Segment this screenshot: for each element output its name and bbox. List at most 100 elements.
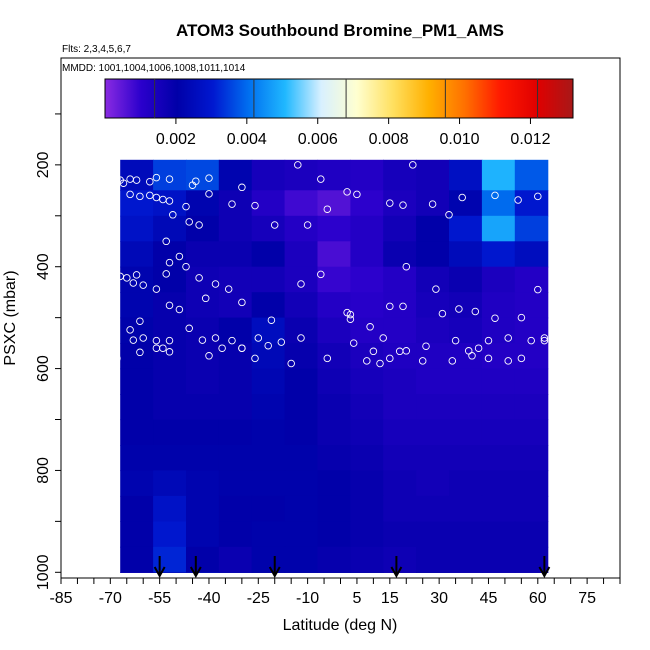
heatmap-cell [383,241,417,268]
flight-marker-arrow [153,566,166,579]
heatmap-cell [481,368,516,395]
heatmap-cell [284,445,319,472]
heatmap-cell [514,470,549,497]
heatmap-cell [350,572,384,573]
sample-point [169,211,177,219]
sample-point [123,274,131,282]
sample-point [211,334,220,342]
x-tick-label: -70 [99,590,122,607]
sample-point [474,344,483,352]
sample-point [152,336,161,345]
heatmap-cell [120,495,154,522]
heatmap-cell [317,470,351,497]
sample-point [560,341,568,350]
sample-point [432,285,440,293]
sample-point [303,221,312,229]
heatmap-cell [514,445,549,472]
sample-point [399,201,407,209]
heatmap-cell [284,317,319,344]
sample-point [458,193,466,202]
heatmap-cell [514,419,549,446]
heatmap-cell [120,394,154,421]
sample-point [557,161,565,169]
sample-point [323,205,332,213]
heatmap-cell [416,190,450,217]
heatmap-cell [153,572,187,573]
heatmap-cell [153,241,187,268]
heatmap-cell [186,445,220,472]
heatmap-cell [383,394,417,421]
sample-point [573,238,582,247]
heatmap-cell [383,343,417,370]
heatmap-cell [218,521,253,548]
heatmap-cell [514,394,549,421]
heatmap-cell [481,215,516,242]
heatmap-cell [153,470,187,497]
x-tick-label: -10 [296,590,319,607]
sample-point [343,188,351,196]
sample-point [471,307,480,316]
heatmap-cell [186,241,220,268]
heatmap-cell [153,445,187,472]
heatmap-cell [251,470,286,497]
sample-point [386,199,394,207]
heatmap-cell [514,215,549,242]
colorbar-tick-label: 0.010 [440,131,480,148]
sample-point [317,270,325,279]
sample-point [152,173,161,182]
heatmap-cell [284,266,319,293]
heatmap-cell [383,572,417,573]
heatmap-cell [317,266,351,293]
heatmap-cell [350,495,384,522]
heatmap-cell [350,445,384,472]
colorbar-tick-label: 0.012 [510,131,550,148]
heatmap-cell [153,495,187,522]
sample-point [491,191,499,200]
sample-point [534,285,542,294]
sample-point [205,190,213,198]
flight-marker-arrow [538,566,551,579]
sample-point [96,272,105,281]
heatmap-cell [251,159,286,191]
sample-point [238,183,246,192]
heatmap-cell [218,241,253,268]
dates-subtitle: MMDD: 1001,1004,1006,1008,1011,1014 [62,63,246,74]
sample-point [126,190,134,199]
heatmap-cell [251,419,286,446]
heatmap-cell [449,419,483,446]
heatmap-cell [514,343,549,370]
heatmap-cell [481,419,516,446]
sample-point [218,344,226,352]
chart-title: ATOM3 Southbound Bromine_PM1_AMS [176,21,504,40]
heatmap-cell [251,368,286,395]
heatmap-cell [449,190,483,217]
heatmap-cell [317,521,351,548]
heatmap-cell [350,546,384,573]
sample-point [517,313,526,322]
colorbar: 0.002 0.004 0.006 0.008 0.010 0.012 [104,78,574,148]
sample-point [165,197,174,205]
heatmap-cell [251,241,286,268]
sample-point [165,175,174,183]
sample-point [251,354,259,363]
x-tick-label: 15 [381,590,399,607]
heatmap-cell [383,215,417,242]
x-axis-label: Latitude (deg N) [283,617,398,634]
sample-point [386,354,394,363]
colorbar-tick-label: 0.004 [227,131,267,148]
sample-point [418,357,427,365]
sample-point [106,174,115,182]
heatmap-cell [481,266,516,293]
x-tick-label: 5 [352,590,361,607]
heatmap-cell [251,572,286,573]
heatmap-cell [120,572,154,573]
heatmap-cell [186,470,220,497]
heatmap-cell [350,292,384,319]
heatmap-cell [383,419,417,446]
sample-point [228,336,236,345]
heatmap-cell [153,546,187,573]
heatmap-cell [449,266,483,293]
heatmap-cell [449,546,483,573]
heatmap-cell [218,470,253,497]
colorbar-tick-label: 0.006 [298,131,338,148]
